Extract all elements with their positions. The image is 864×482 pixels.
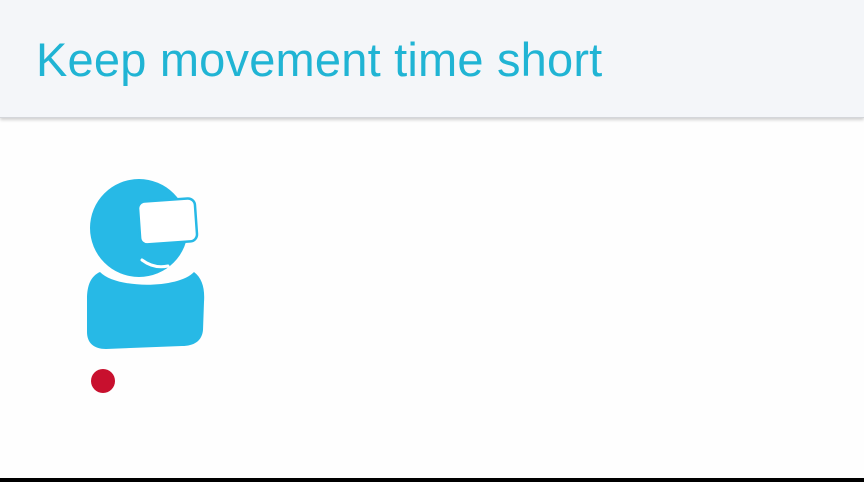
- page-title: Keep movement time short: [36, 33, 603, 86]
- title-bar: Keep movement time short: [0, 0, 864, 118]
- figure-smile: [140, 258, 170, 269]
- bottom-divider: [0, 478, 864, 482]
- figure-body: [87, 272, 205, 349]
- headset-visor: [136, 197, 199, 246]
- target-dot-icon: [91, 369, 115, 393]
- vr-user-icon: [87, 179, 205, 349]
